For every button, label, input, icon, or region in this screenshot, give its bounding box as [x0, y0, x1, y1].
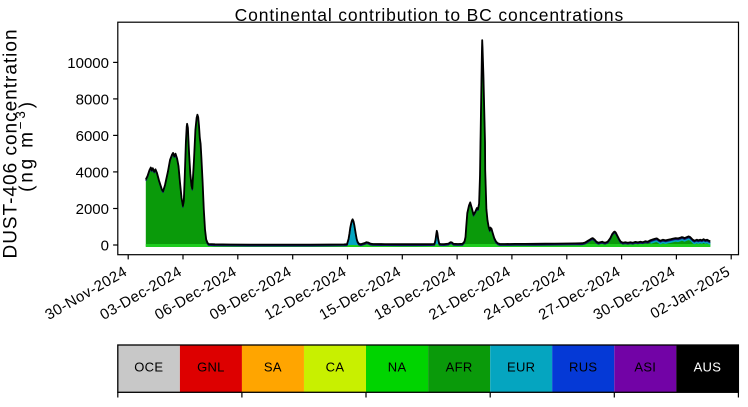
- svg-text:DUST-406 concentration: DUST-406 concentration: [1, 28, 22, 258]
- svg-text:SA: SA: [264, 359, 282, 374]
- svg-text:OCE: OCE: [134, 359, 163, 374]
- svg-text:AFR: AFR: [446, 359, 473, 374]
- svg-text:ASI: ASI: [634, 359, 656, 374]
- svg-text:0: 0: [101, 237, 109, 254]
- svg-text:6000: 6000: [76, 128, 109, 145]
- svg-text:10000: 10000: [67, 55, 109, 72]
- svg-text:NA: NA: [388, 359, 407, 374]
- svg-text:CA: CA: [326, 359, 345, 374]
- svg-text:8000: 8000: [76, 91, 109, 108]
- svg-text:Continental contribution to BC: Continental contribution to BC concentra…: [235, 5, 624, 25]
- svg-text:4000: 4000: [76, 164, 109, 181]
- svg-text:EUR: EUR: [507, 359, 535, 374]
- svg-text:AUS: AUS: [694, 359, 722, 374]
- svg-text:RUS: RUS: [569, 359, 597, 374]
- svg-text:GNL: GNL: [197, 359, 225, 374]
- svg-text:2000: 2000: [76, 201, 109, 218]
